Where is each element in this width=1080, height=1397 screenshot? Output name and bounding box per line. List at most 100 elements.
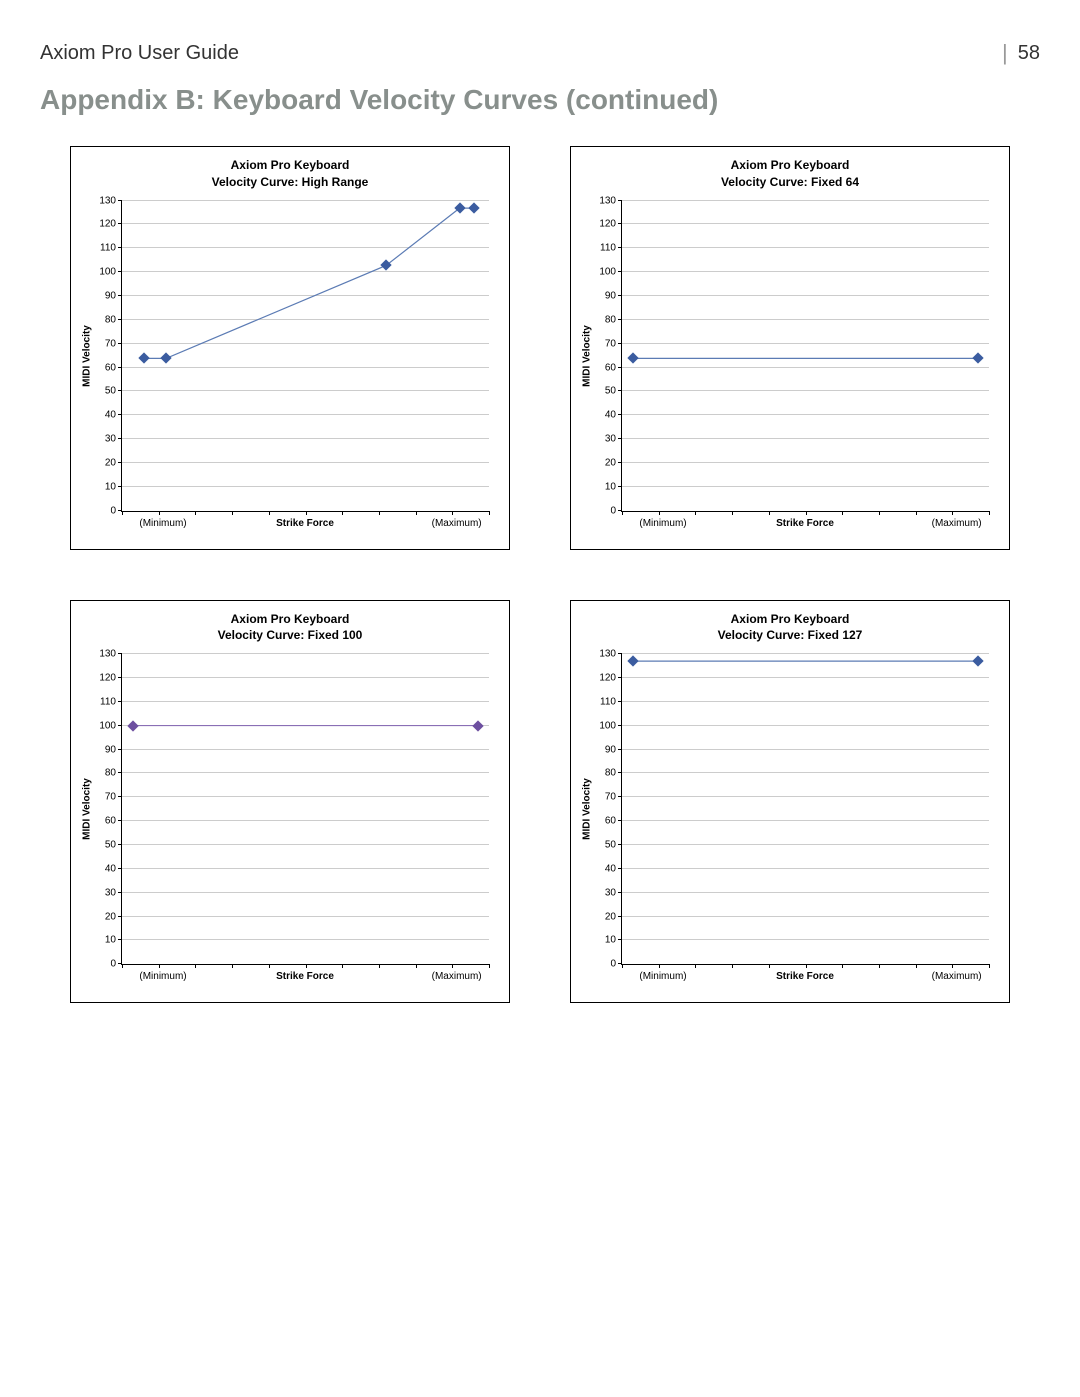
chart-plot-area: MIDI Velocity010203040506070809010011012… (621, 654, 989, 965)
y-tick-label: 90 (105, 744, 122, 755)
x-label-max: (Maximum) (932, 971, 982, 982)
x-tick-mark (159, 964, 160, 968)
x-tick-mark (269, 964, 270, 968)
x-tick-mark (195, 964, 196, 968)
guide-title: Axiom Pro User Guide (40, 42, 1002, 65)
y-tick-label: 40 (105, 410, 122, 421)
x-tick-mark (379, 964, 380, 968)
x-tick-mark (379, 511, 380, 515)
y-tick-label: 90 (105, 290, 122, 301)
x-label-center: Strike Force (276, 518, 334, 529)
x-tick-mark (452, 511, 453, 515)
y-tick-label: 50 (605, 386, 622, 397)
chart-title-line2: Velocity Curve: High Range (86, 174, 494, 191)
y-tick-label: 90 (605, 290, 622, 301)
y-tick-label: 80 (105, 768, 122, 779)
x-label-min: (Minimum) (139, 518, 186, 529)
y-tick-label: 130 (99, 195, 122, 206)
chart-svg (122, 201, 489, 511)
x-tick-mark (769, 511, 770, 515)
y-axis-label: MIDI Velocity (582, 778, 593, 840)
y-tick-label: 0 (110, 505, 122, 516)
x-tick-mark (842, 511, 843, 515)
x-tick-mark (232, 964, 233, 968)
x-tick-mark (416, 511, 417, 515)
x-tick-mark (916, 511, 917, 515)
y-tick-label: 30 (105, 434, 122, 445)
y-tick-label: 60 (605, 816, 622, 827)
chart-title: Axiom Pro KeyboardVelocity Curve: Fixed … (86, 611, 494, 645)
x-label-max: (Maximum) (932, 518, 982, 529)
x-tick-mark (916, 964, 917, 968)
x-tick-mark (806, 964, 807, 968)
x-tick-mark (342, 511, 343, 515)
y-axis-label: MIDI Velocity (82, 325, 93, 387)
x-tick-mark (879, 964, 880, 968)
y-tick-label: 120 (599, 673, 622, 684)
y-tick-label: 80 (605, 768, 622, 779)
x-tick-mark (952, 511, 953, 515)
y-tick-label: 120 (99, 673, 122, 684)
y-tick-label: 10 (605, 935, 622, 946)
y-tick-label: 100 (99, 267, 122, 278)
y-tick-label: 100 (99, 720, 122, 731)
x-tick-mark (732, 511, 733, 515)
x-tick-mark (342, 964, 343, 968)
y-tick-label: 110 (100, 243, 122, 254)
y-tick-label: 60 (105, 816, 122, 827)
chart-panel: Axiom Pro KeyboardVelocity Curve: High R… (70, 146, 510, 550)
x-tick-mark (195, 511, 196, 515)
y-tick-label: 0 (610, 505, 622, 516)
y-tick-label: 130 (99, 649, 122, 660)
x-axis-labels: (Minimum)Strike Force(Maximum) (121, 518, 489, 534)
x-label-min: (Minimum) (639, 518, 686, 529)
chart-plot-area: MIDI Velocity010203040506070809010011012… (621, 201, 989, 512)
y-tick-label: 60 (105, 362, 122, 373)
chart-title-line1: Axiom Pro Keyboard (86, 611, 494, 628)
y-tick-label: 40 (605, 863, 622, 874)
y-tick-label: 10 (605, 481, 622, 492)
y-tick-label: 120 (99, 219, 122, 230)
x-tick-mark (952, 964, 953, 968)
x-label-max: (Maximum) (432, 971, 482, 982)
y-tick-label: 50 (105, 386, 122, 397)
y-tick-label: 100 (599, 267, 622, 278)
x-label-center: Strike Force (776, 971, 834, 982)
y-tick-label: 70 (105, 792, 122, 803)
chart-svg (622, 201, 989, 511)
chart-panel: Axiom Pro KeyboardVelocity Curve: Fixed … (70, 600, 510, 1004)
y-tick-label: 130 (599, 649, 622, 660)
x-tick-mark (452, 964, 453, 968)
y-tick-label: 10 (105, 935, 122, 946)
chart-svg (622, 654, 989, 964)
chart-title-line1: Axiom Pro Keyboard (586, 611, 994, 628)
series-line (144, 208, 474, 358)
chart-plot-area: MIDI Velocity010203040506070809010011012… (121, 654, 489, 965)
y-tick-label: 110 (100, 696, 122, 707)
y-tick-label: 70 (605, 792, 622, 803)
x-tick-mark (842, 964, 843, 968)
chart-title: Axiom Pro KeyboardVelocity Curve: Fixed … (586, 611, 994, 645)
y-tick-label: 10 (105, 481, 122, 492)
y-tick-label: 100 (599, 720, 622, 731)
y-axis-label: MIDI Velocity (82, 778, 93, 840)
y-tick-label: 30 (105, 887, 122, 898)
x-tick-mark (659, 511, 660, 515)
x-tick-mark (122, 964, 123, 968)
x-tick-mark (989, 511, 990, 515)
y-tick-label: 50 (605, 839, 622, 850)
y-tick-label: 80 (605, 314, 622, 325)
page-separator: | (1002, 40, 1008, 66)
y-tick-label: 40 (605, 410, 622, 421)
x-axis-labels: (Minimum)Strike Force(Maximum) (621, 971, 989, 987)
x-tick-mark (269, 511, 270, 515)
y-tick-label: 50 (105, 839, 122, 850)
y-tick-label: 20 (605, 911, 622, 922)
x-label-center: Strike Force (776, 518, 834, 529)
x-tick-mark (306, 511, 307, 515)
chart-title: Axiom Pro KeyboardVelocity Curve: High R… (86, 157, 494, 191)
y-tick-label: 20 (605, 457, 622, 468)
y-tick-label: 0 (610, 959, 622, 970)
y-tick-label: 120 (599, 219, 622, 230)
y-tick-label: 130 (599, 195, 622, 206)
